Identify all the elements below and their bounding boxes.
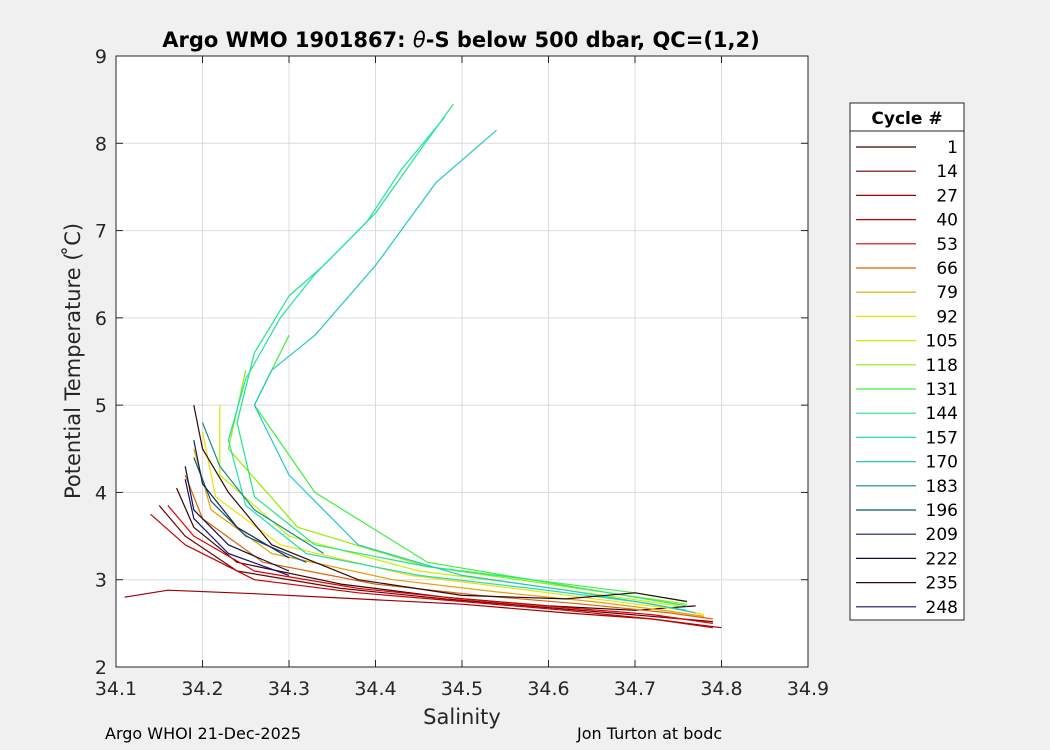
ticks: 34.1 34.2 34.3 34.4 34.5 34.6 34.7 34.8 34.9 2 3 4 5… bbox=[95, 46, 829, 700]
series-line-105 bbox=[219, 405, 679, 607]
series-line-144 bbox=[236, 103, 687, 607]
legend-label-235: 235 bbox=[926, 574, 958, 594]
legend-label-40: 40 bbox=[936, 211, 958, 231]
x-tick-label: 34.4 bbox=[354, 678, 396, 700]
legend-label-248: 248 bbox=[926, 598, 958, 618]
chart-title-theta: θ bbox=[413, 28, 426, 52]
footer-author: Jon Turton at bodc bbox=[577, 724, 723, 743]
series-line-40 bbox=[150, 513, 713, 629]
y-axis-label: Potential Temperature ( ̊C) bbox=[61, 223, 85, 499]
legend-label-209: 209 bbox=[926, 525, 958, 545]
x-tick-label: 34.2 bbox=[181, 678, 223, 700]
series-line-222 bbox=[184, 466, 290, 572]
y-tick-label: 8 bbox=[95, 133, 107, 155]
y-tick-label: 5 bbox=[95, 395, 107, 417]
y-tick-label: 4 bbox=[95, 482, 107, 504]
chart-title: Argo WMO 1901867: θ-S below 500 dbar, QC… bbox=[162, 28, 759, 52]
y-tick-label: 2 bbox=[95, 657, 107, 679]
footer-source: Argo WHOI 21-Dec-2025 bbox=[105, 724, 302, 743]
legend-label-92: 92 bbox=[936, 307, 958, 327]
legend-label-1: 1 bbox=[947, 138, 958, 158]
series-line-79 bbox=[193, 448, 705, 617]
chart-title-suffix: -S below 500 dbar, QC=(1,2) bbox=[426, 28, 760, 52]
series-line-170 bbox=[253, 129, 696, 614]
legend-label-53: 53 bbox=[936, 235, 958, 255]
series-line-196 bbox=[193, 457, 307, 563]
series-line-248 bbox=[184, 479, 290, 576]
series-line-157 bbox=[227, 116, 688, 611]
legend-title: Cycle # bbox=[871, 109, 942, 129]
chart-title-prefix: Argo WMO 1901867: bbox=[162, 28, 413, 52]
x-axis-label: Salinity bbox=[423, 705, 501, 729]
legend-label-105: 105 bbox=[926, 332, 958, 352]
x-tick-label: 34.5 bbox=[441, 678, 483, 700]
series-line-53 bbox=[167, 505, 713, 624]
legend-label-144: 144 bbox=[926, 404, 958, 424]
x-tick-label: 34.3 bbox=[268, 678, 310, 700]
x-tick-label: 34.7 bbox=[614, 678, 656, 700]
legend-label-66: 66 bbox=[936, 259, 958, 279]
legend-label-27: 27 bbox=[936, 186, 958, 206]
series-line-1 bbox=[176, 487, 696, 611]
legend-label-118: 118 bbox=[926, 356, 958, 376]
series-line-235 bbox=[193, 404, 687, 603]
series-line-183 bbox=[201, 422, 324, 555]
series-line-209 bbox=[193, 439, 290, 559]
legend-items: 1 14 27 40 53 66 79 92 105 118 131 144 157 170 183 196 2… bbox=[856, 138, 958, 618]
series-line-92 bbox=[201, 431, 705, 616]
x-tick-label: 34.1 bbox=[95, 678, 137, 700]
legend-label-14: 14 bbox=[936, 162, 958, 182]
legend-label-131: 131 bbox=[926, 380, 958, 400]
x-tick-label: 34.8 bbox=[700, 678, 742, 700]
legend-label-222: 222 bbox=[926, 549, 958, 569]
y-tick-label: 9 bbox=[95, 46, 107, 68]
series-line-14 bbox=[158, 505, 713, 623]
x-tick-label: 34.9 bbox=[787, 678, 829, 700]
legend-label-157: 157 bbox=[926, 428, 958, 448]
legend-label-79: 79 bbox=[936, 283, 958, 303]
y-tick-label: 6 bbox=[95, 308, 107, 330]
legend: Cycle # 1 14 27 40 53 66 79 92 105 118 131 144 157 17… bbox=[849, 102, 965, 621]
y-tick-label: 7 bbox=[95, 221, 107, 243]
x-tick-label: 34.6 bbox=[527, 678, 569, 700]
legend-label-196: 196 bbox=[926, 501, 958, 521]
y-tick-label: 3 bbox=[95, 570, 107, 592]
legend-label-170: 170 bbox=[926, 453, 958, 473]
curves bbox=[124, 103, 722, 629]
legend-label-183: 183 bbox=[926, 477, 958, 497]
